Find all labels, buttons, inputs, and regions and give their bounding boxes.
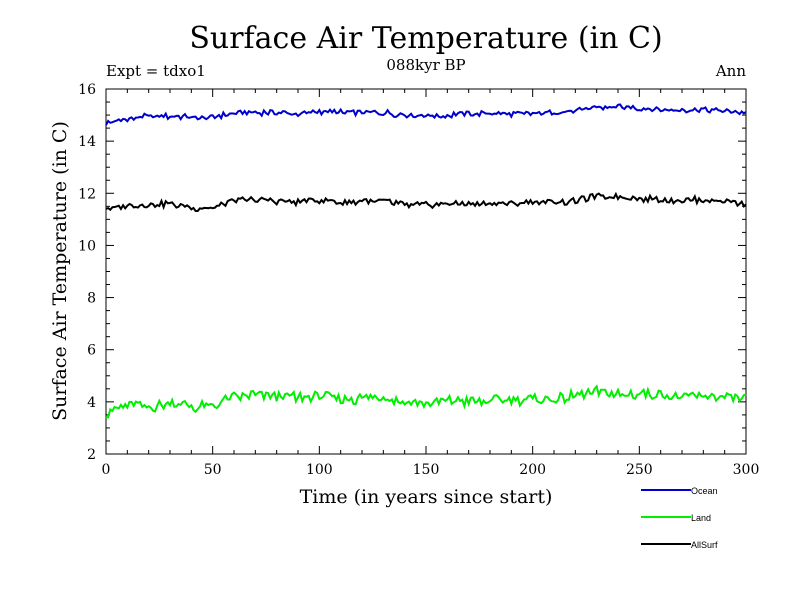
- y-tick-label: 14: [78, 134, 96, 150]
- y-tick-label: 2: [87, 447, 96, 463]
- series-line-ocean: [105, 103, 747, 126]
- y-tick-label: 16: [78, 82, 96, 98]
- x-tick-label: 0: [102, 462, 111, 478]
- y-axis-label: Surface Air Temperature (in C): [49, 121, 71, 421]
- legend: Ocean Land AllSurf: [641, 486, 718, 550]
- chart-title: Surface Air Temperature (in C): [189, 21, 662, 56]
- x-tick-label: 50: [204, 462, 222, 478]
- legend-label-land: Land: [691, 513, 711, 523]
- y-tick-label: 10: [78, 238, 96, 254]
- chart-subtitle: 088kyr BP: [386, 56, 465, 74]
- tick-labels: 0 50 100 150 200 250 300 2 4 6 8 10 12 14 16: [78, 82, 759, 478]
- series-line-allsurf: [105, 191, 747, 213]
- x-tick-label: 100: [306, 462, 333, 478]
- series-lines: [105, 103, 747, 419]
- x-axis-label: Time (in years since start): [300, 486, 553, 508]
- y-tick-label: 6: [87, 343, 96, 359]
- legend-label-allsurf: AllSurf: [691, 540, 718, 550]
- y-tick-label: 8: [87, 291, 96, 307]
- x-tick-label: 150: [413, 462, 440, 478]
- x-tick-label: 200: [519, 462, 546, 478]
- series-line-land: [105, 384, 747, 419]
- x-tick-label: 300: [733, 462, 760, 478]
- season-label: Ann: [715, 62, 746, 80]
- legend-label-ocean: Ocean: [691, 486, 718, 496]
- x-tick-label: 250: [626, 462, 653, 478]
- y-tick-label: 12: [78, 186, 96, 202]
- experiment-label: Expt = tdxo1: [106, 62, 206, 80]
- y-tick-label: 4: [87, 395, 96, 411]
- axis-ticks: [105, 88, 747, 455]
